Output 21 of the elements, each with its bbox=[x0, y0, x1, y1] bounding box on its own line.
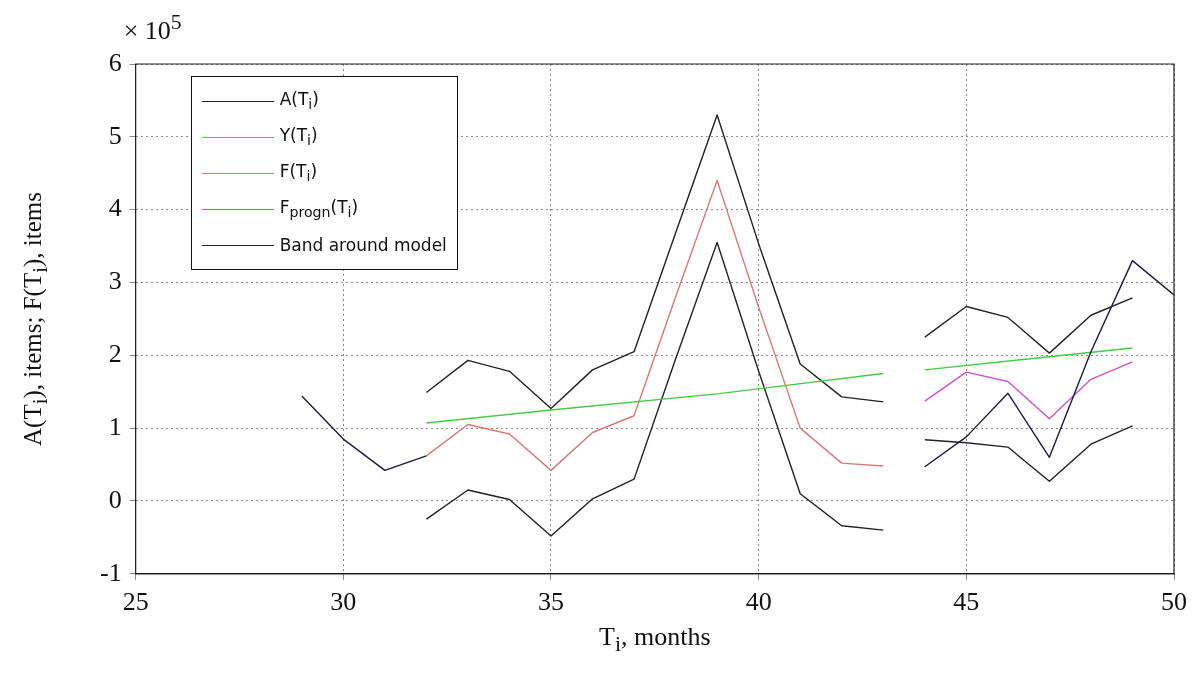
legend-label: Band around model bbox=[279, 235, 447, 255]
y-tick-label: 3 bbox=[108, 266, 122, 296]
legend-label: F(T$_{i}$) bbox=[279, 161, 318, 185]
y-tick-label: 6 bbox=[108, 47, 122, 77]
text: × 10$^{5}$ bbox=[123, 10, 182, 46]
x-axis-title: T$_{i}$, months bbox=[598, 621, 712, 657]
x-tick-label: 45 bbox=[953, 587, 980, 617]
y-tick-label: 4 bbox=[108, 193, 122, 223]
x-tick-label: 40 bbox=[745, 587, 772, 617]
y-tick-label: 5 bbox=[108, 120, 122, 150]
x-tick-label: 25 bbox=[122, 587, 149, 617]
legend-label: F$_{progn}$(T$_{i}$) bbox=[279, 197, 359, 221]
x-tick-label: 50 bbox=[1161, 587, 1187, 617]
y-tick-label: -1 bbox=[99, 557, 122, 587]
y-tick-label: 2 bbox=[108, 339, 122, 369]
x-tick-label: 35 bbox=[537, 587, 564, 617]
y-tick-label: 1 bbox=[108, 411, 122, 441]
legend-label: A(T$_{i}$) bbox=[279, 89, 319, 113]
y-tick-label: 0 bbox=[108, 484, 122, 514]
legend-label: Y(T$_{i}$) bbox=[279, 125, 318, 149]
x-tick-label: 30 bbox=[330, 587, 357, 617]
